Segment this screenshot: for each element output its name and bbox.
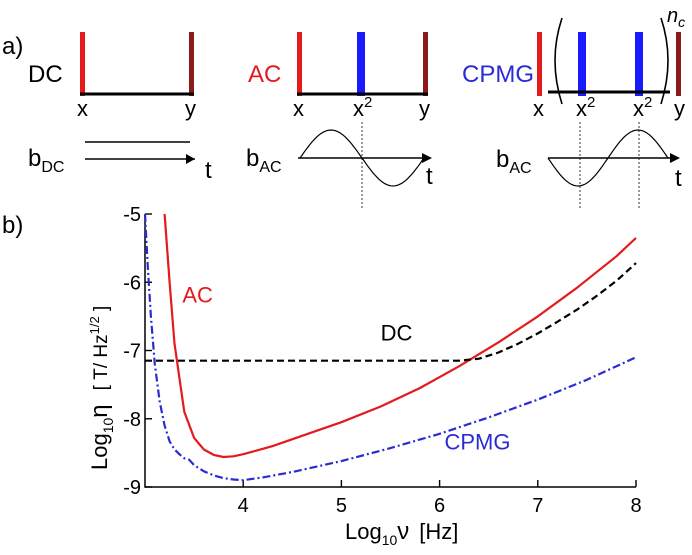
cpmg-y-label: y (674, 96, 685, 121)
annotation-ac: AC (182, 283, 213, 308)
ac-pulse-x (297, 32, 302, 96)
y-tick-label: -8 (123, 409, 141, 431)
ac-field-waveform (299, 129, 425, 187)
cpmg-mid1-label: x2 (576, 94, 595, 121)
y-tick-label: -6 (123, 272, 141, 294)
cpmg-mid2-label: x2 (633, 94, 652, 121)
ac-mid-label: x2 (353, 94, 372, 121)
cpmg-repeat-label: nc (667, 5, 685, 30)
series-ac-line (163, 213, 637, 459)
cpmg-time-arrow (670, 153, 680, 163)
series-cpmg-line (143, 213, 637, 482)
x-tick-label: 7 (532, 495, 543, 517)
panel-b-label: b) (2, 212, 23, 239)
plot-area: 4 5 6 7 8 -9 -8 -7 -6 -5 AC DC CPMG Log10ν [Hz] Log… (86, 204, 642, 548)
dc-label: DC (28, 61, 63, 88)
dc-b-label: bDC (28, 145, 64, 176)
dc-time-arrow (186, 154, 195, 164)
cpmg-right-paren (660, 17, 669, 105)
y-ticks: -9 -8 -7 -6 -5 (123, 204, 152, 499)
dc-sequence: DC x y bDC t (28, 32, 212, 184)
ac-time-arrow (422, 153, 432, 163)
dc-pulse-x (80, 32, 85, 96)
ac-b-label: bAC (246, 145, 282, 176)
x-tick-label: 4 (238, 495, 249, 517)
plot-axes (144, 214, 636, 488)
y-axis-label: Log10η[ T/ Hz1/2 ] (86, 306, 116, 470)
y-tick-label: -7 (123, 341, 141, 363)
ac-label: AC (248, 61, 281, 88)
ac-x-label: x (293, 96, 304, 121)
annotation-cpmg: CPMG (445, 429, 511, 454)
cpmg-pulse-y (676, 32, 681, 96)
x-ticks: 4 5 6 7 8 (238, 480, 642, 517)
x-tick-label: 8 (630, 495, 641, 517)
dc-y-label: y (185, 96, 196, 121)
cpmg-left-paren (554, 17, 563, 105)
cpmg-field-waveform (547, 129, 669, 187)
cpmg-x-label: x (533, 96, 544, 121)
ac-pulse-pi (357, 32, 365, 96)
panel-a-label: a) (2, 33, 23, 60)
cpmg-label: CPMG (462, 61, 534, 88)
annotation-dc: DC (381, 320, 413, 345)
cpmg-pulse-x (537, 32, 542, 96)
dc-x-label: x (77, 96, 88, 121)
cpmg-pulse-pi-1 (578, 32, 586, 96)
ac-t-label: t (426, 163, 433, 190)
ac-pulse-y (423, 32, 428, 96)
ac-y-label: y (419, 96, 430, 121)
cpmg-sequence: CPMG nc x x2 x2 y bAC t (462, 5, 685, 208)
cpmg-pulse-pi-2 (635, 32, 643, 96)
series-dc-line (145, 262, 637, 362)
dc-pulse-y (189, 32, 194, 96)
x-tick-label: 6 (434, 495, 445, 517)
y-tick-label: -9 (123, 477, 141, 499)
cpmg-b-label: bAC (496, 146, 532, 177)
y-tick-label: -5 (123, 204, 141, 226)
cpmg-t-label: t (675, 165, 682, 192)
ac-sequence: AC x x2 y bAC t (246, 32, 433, 208)
series-group (143, 213, 637, 482)
annotations: AC DC CPMG (182, 283, 510, 455)
x-tick-label: 5 (336, 495, 347, 517)
dc-t-label: t (205, 157, 212, 184)
x-axis-label: Log10ν [Hz] (345, 518, 458, 548)
